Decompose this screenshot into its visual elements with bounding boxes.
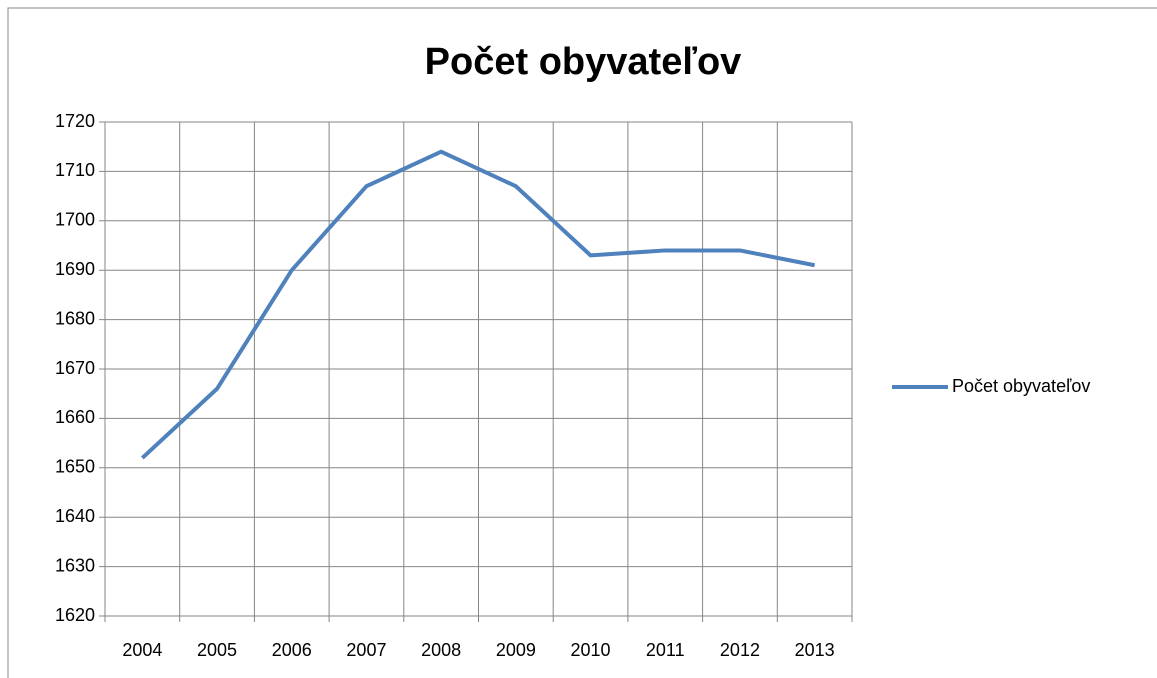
- x-tick-label: 2013: [795, 640, 835, 660]
- legend-label: Počet obyvateľov: [952, 376, 1090, 396]
- chart-frame: [7, 7, 1157, 678]
- data-line: [140, 149, 816, 460]
- y-tick-label: 1670: [55, 358, 95, 378]
- y-tick-label: 1630: [55, 555, 95, 575]
- x-tick-label: 2009: [496, 640, 536, 660]
- x-tick-label: 2006: [272, 640, 312, 660]
- y-tick-label: 1700: [55, 210, 95, 230]
- y-tick-label: 1720: [55, 111, 95, 131]
- x-tick-label: 2007: [346, 640, 386, 660]
- y-tick-label: 1680: [55, 308, 95, 328]
- y-tick-label: 1620: [55, 605, 95, 625]
- y-tick-label: 1710: [55, 160, 95, 180]
- x-tick-label: 2011: [646, 640, 685, 660]
- y-tick-label: 1640: [55, 506, 95, 526]
- x-tick-label: 2012: [720, 640, 760, 660]
- x-tick-label: 2008: [421, 640, 461, 660]
- x-tick-label: 2010: [571, 640, 611, 660]
- chart-title: Počet obyvateľov: [425, 41, 742, 83]
- y-tick-label: 1650: [55, 457, 95, 477]
- y-tick-label: 1660: [55, 407, 95, 427]
- x-tick-label: 2005: [197, 640, 237, 660]
- y-tick-label: 1690: [55, 259, 95, 279]
- x-tick-label: 2004: [122, 640, 162, 660]
